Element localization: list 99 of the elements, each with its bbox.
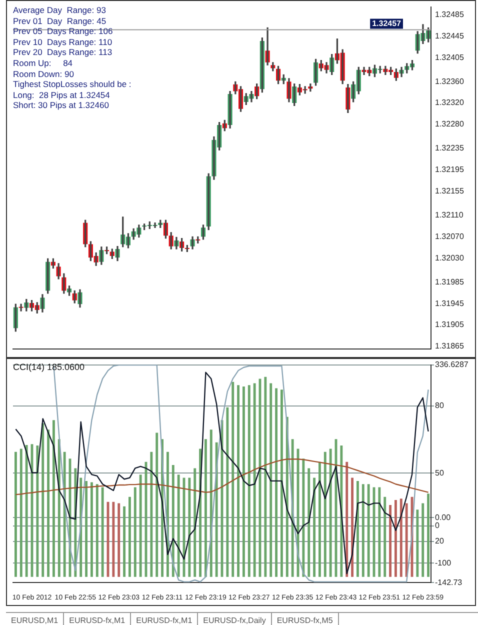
bar bbox=[210, 430, 212, 577]
bar bbox=[340, 446, 343, 577]
bar bbox=[329, 448, 332, 577]
y3-tick-label: 0 bbox=[435, 521, 440, 530]
bar bbox=[42, 423, 44, 577]
bar bbox=[101, 487, 104, 577]
annotation: Average Day Range: 93 bbox=[13, 5, 106, 15]
bar bbox=[172, 465, 174, 577]
bar bbox=[204, 439, 207, 577]
bar bbox=[112, 502, 115, 577]
annotation: Prev 20 Days Range: 113 bbox=[13, 47, 112, 58]
bar bbox=[237, 385, 240, 577]
bar bbox=[394, 500, 397, 577]
y-tick-label: 1.32110 bbox=[435, 210, 464, 220]
bar bbox=[389, 505, 392, 577]
bar bbox=[346, 462, 348, 577]
bar bbox=[308, 468, 310, 577]
y-tick-label: 1.32155 bbox=[435, 186, 464, 196]
y-tick-label: 1.31985 bbox=[435, 277, 464, 286]
y-tick-label: 1.32445 bbox=[435, 31, 464, 40]
bar bbox=[123, 506, 126, 577]
y-tick-label: 1.31905 bbox=[435, 320, 464, 330]
ref-line-label: 1.32457 bbox=[372, 18, 402, 28]
bar bbox=[215, 442, 218, 577]
bar bbox=[47, 430, 50, 577]
annotation: Prev 05 Days Range: 106 bbox=[13, 26, 113, 36]
bar bbox=[275, 388, 278, 577]
annotation: Long: 28 Pips at 1.32454 bbox=[13, 90, 110, 100]
bar bbox=[367, 484, 370, 577]
annotation: Prev 01 Day Range: 45 bbox=[13, 16, 106, 26]
bar bbox=[302, 458, 305, 577]
bar bbox=[25, 445, 28, 577]
text: EURUSD-fx,Daily bbox=[198, 613, 272, 625]
y3-tick-label: 20 bbox=[435, 536, 444, 546]
bar bbox=[85, 480, 88, 577]
bar bbox=[422, 503, 424, 577]
bar bbox=[232, 382, 234, 577]
y-tick-label: 1.32485 bbox=[435, 10, 464, 20]
bar bbox=[128, 496, 131, 577]
y-tick-label: 1.32360 bbox=[435, 76, 464, 86]
text: EURUSD,M1 bbox=[6, 613, 64, 625]
bar bbox=[318, 462, 321, 577]
bar bbox=[427, 494, 430, 577]
bar bbox=[416, 510, 419, 577]
y-tick-label: -100 bbox=[435, 558, 452, 568]
bar bbox=[313, 478, 316, 577]
bar bbox=[150, 452, 153, 577]
bar bbox=[270, 383, 272, 577]
y-tick-label: 1.32405 bbox=[435, 52, 464, 62]
bar bbox=[248, 385, 250, 577]
bar bbox=[139, 474, 142, 577]
bar bbox=[242, 386, 245, 577]
bar bbox=[280, 390, 283, 577]
bar bbox=[14, 452, 17, 577]
bar bbox=[351, 478, 354, 577]
y-tick-label: 1.31945 bbox=[435, 298, 464, 308]
bar bbox=[188, 478, 191, 577]
y-tick-label: 336.6287 bbox=[435, 360, 469, 370]
y-tick-label: 1.32280 bbox=[435, 120, 464, 129]
bar bbox=[264, 376, 267, 577]
y-tick-label: 0.00 bbox=[435, 512, 452, 522]
y-tick-label: 1.32320 bbox=[435, 98, 464, 108]
y-tick-label: -142.73 bbox=[435, 578, 463, 587]
bar bbox=[156, 432, 158, 577]
annotation: Room Down: 90 bbox=[13, 68, 74, 79]
bar bbox=[378, 487, 381, 577]
bar bbox=[226, 407, 229, 577]
y-tick-label: 1.32195 bbox=[435, 165, 464, 174]
y2-tick-label: 50 bbox=[435, 468, 444, 478]
annotation: Prev 10 Days Range: 110 bbox=[13, 36, 112, 47]
bar bbox=[36, 446, 39, 577]
y-tick-label: 1.31865 bbox=[435, 342, 464, 351]
text: EURUSD-fx,M5 bbox=[272, 613, 339, 625]
bar bbox=[194, 468, 196, 577]
annotation: Tighest StopLosses should be : bbox=[13, 79, 132, 90]
bar bbox=[362, 484, 364, 577]
bar bbox=[52, 420, 55, 577]
bar bbox=[90, 482, 93, 577]
bar bbox=[58, 439, 60, 577]
chart-title: CCI(14) 185.0600 bbox=[13, 362, 85, 372]
bar bbox=[324, 452, 326, 577]
bar bbox=[96, 484, 98, 577]
bar bbox=[134, 487, 136, 577]
bar bbox=[405, 503, 408, 577]
text: EURUSD-fx,M1 bbox=[131, 613, 198, 625]
bar bbox=[177, 474, 180, 577]
y-tick-label: 1.32235 bbox=[435, 144, 464, 153]
annotation: Room Up: 84 bbox=[13, 58, 73, 68]
y-tick-label: 1.32030 bbox=[435, 253, 464, 262]
bar bbox=[356, 480, 359, 577]
y2-tick-label: 80 bbox=[435, 401, 444, 410]
bar bbox=[20, 448, 22, 577]
bar bbox=[400, 498, 402, 577]
bar bbox=[118, 503, 120, 577]
y-tick-label: 1.32070 bbox=[435, 232, 464, 241]
annotation: Short: 30 Pips at 1.32460 bbox=[13, 100, 109, 110]
text: EURUSD-fx,M1 bbox=[64, 613, 132, 625]
bar bbox=[384, 496, 386, 577]
bar bbox=[253, 383, 256, 577]
